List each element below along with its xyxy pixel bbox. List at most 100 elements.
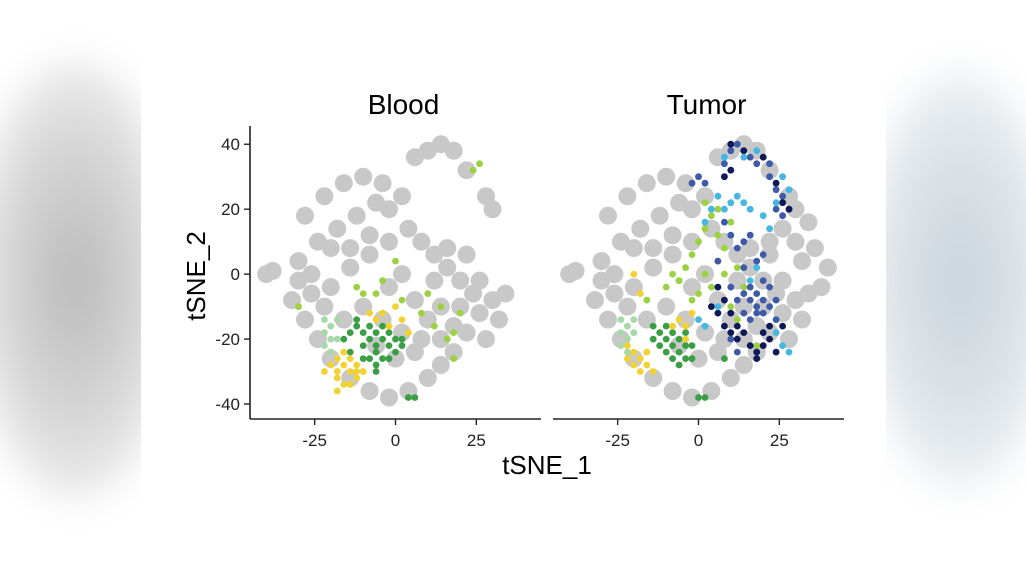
data-point xyxy=(399,219,418,238)
data-point xyxy=(321,368,328,375)
blood-points xyxy=(257,135,515,407)
data-point xyxy=(669,355,676,362)
data-point xyxy=(772,199,780,207)
data-point xyxy=(727,231,735,239)
data-point xyxy=(366,322,373,330)
data-point xyxy=(333,387,341,395)
data-point xyxy=(727,283,735,291)
data-point xyxy=(779,212,786,220)
data-point xyxy=(753,355,761,362)
data-point xyxy=(340,335,348,343)
data-point xyxy=(346,368,354,375)
data-point xyxy=(708,205,715,213)
data-point xyxy=(649,322,657,330)
data-point xyxy=(386,349,405,368)
data-point xyxy=(733,140,741,148)
data-point xyxy=(340,361,348,369)
data-point xyxy=(760,232,779,251)
data-point xyxy=(617,342,625,349)
data-point xyxy=(385,322,393,330)
data-point xyxy=(669,342,676,349)
data-point xyxy=(353,361,361,369)
data-point xyxy=(424,290,432,297)
data-point xyxy=(353,316,361,323)
data-point xyxy=(457,161,476,180)
data-point xyxy=(766,173,773,181)
data-point xyxy=(785,186,793,194)
data-point xyxy=(490,310,508,329)
data-point xyxy=(753,348,761,356)
data-point xyxy=(636,355,644,362)
data-point xyxy=(444,141,463,160)
data-point xyxy=(734,356,753,374)
data-point xyxy=(657,167,676,186)
data-point xyxy=(740,147,748,155)
data-point xyxy=(759,212,767,220)
data-point xyxy=(599,206,617,225)
tsne-figure: Blood -25 0 25 40 20 0 -20 -40 Tumor -25 0 25 tS… xyxy=(181,89,844,480)
data-point xyxy=(689,349,708,368)
data-point xyxy=(663,226,682,245)
data-point xyxy=(682,335,689,343)
data-point xyxy=(380,232,398,251)
x-tick-label: -25 xyxy=(605,431,630,450)
data-point xyxy=(746,316,754,323)
data-point xyxy=(657,297,676,316)
data-point xyxy=(675,361,683,369)
data-point xyxy=(759,153,767,161)
y-tick-label: -20 xyxy=(215,330,240,349)
data-point xyxy=(746,153,754,161)
data-point xyxy=(662,335,670,343)
data-point xyxy=(766,225,773,233)
data-point xyxy=(688,296,696,304)
data-point xyxy=(740,264,748,271)
data-point xyxy=(663,245,682,264)
data-point xyxy=(341,239,360,258)
data-point xyxy=(759,309,767,317)
data-point xyxy=(733,264,741,271)
data-point xyxy=(721,270,728,278)
data-point xyxy=(340,381,348,388)
data-point xyxy=(683,232,701,251)
data-point xyxy=(321,342,328,349)
data-point xyxy=(599,310,617,329)
data-point xyxy=(740,329,748,336)
data-point xyxy=(618,297,637,316)
data-point xyxy=(650,206,669,225)
data-point xyxy=(721,153,728,161)
data-point xyxy=(779,192,786,200)
data-point xyxy=(327,335,335,343)
data-point xyxy=(688,342,696,349)
data-point xyxy=(683,388,701,407)
data-point xyxy=(727,329,735,336)
data-point xyxy=(759,277,767,284)
data-point xyxy=(366,355,373,362)
data-point xyxy=(438,239,457,258)
data-point xyxy=(727,147,735,155)
data-point xyxy=(649,335,657,343)
x-tick-label: -25 xyxy=(302,431,327,450)
x-tick-label: 0 xyxy=(391,431,400,450)
data-point xyxy=(746,231,754,239)
data-point xyxy=(630,361,638,369)
data-point xyxy=(636,368,644,375)
data-point xyxy=(346,348,354,356)
data-point xyxy=(443,335,451,343)
data-point xyxy=(683,200,701,219)
data-point xyxy=(372,290,380,297)
data-point xyxy=(372,316,380,323)
data-point xyxy=(688,309,696,317)
tumor-x-ticks: -25 0 25 xyxy=(605,419,789,450)
data-point xyxy=(592,252,611,271)
data-point xyxy=(688,251,696,258)
data-point xyxy=(470,304,489,323)
data-point xyxy=(721,205,728,213)
data-point xyxy=(418,369,437,387)
data-point xyxy=(695,173,702,181)
data-point xyxy=(476,160,483,168)
data-point xyxy=(740,283,748,291)
data-point xyxy=(437,303,445,310)
data-point xyxy=(701,394,709,401)
data-point xyxy=(373,174,392,193)
